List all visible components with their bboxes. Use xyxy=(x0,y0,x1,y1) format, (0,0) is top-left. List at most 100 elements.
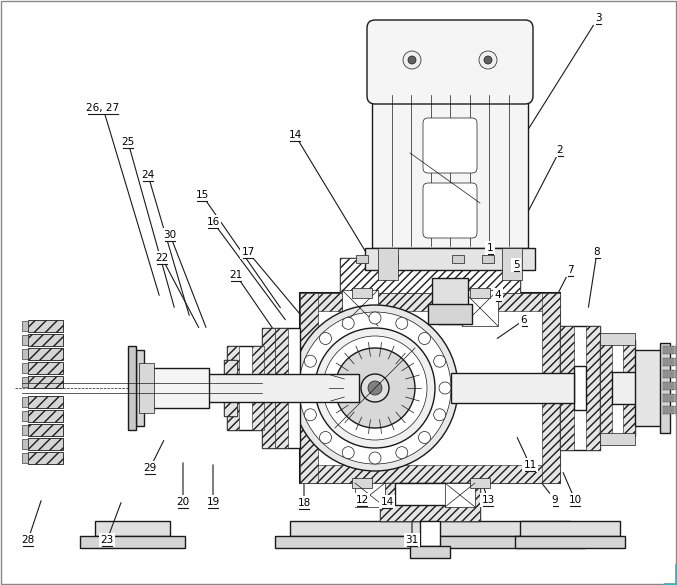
Circle shape xyxy=(368,381,382,395)
Bar xyxy=(22,439,28,449)
Bar xyxy=(139,374,359,402)
Circle shape xyxy=(323,336,427,440)
Bar xyxy=(666,394,668,402)
Bar xyxy=(224,360,237,416)
Bar xyxy=(356,255,368,263)
Text: 14: 14 xyxy=(380,497,393,507)
Bar xyxy=(22,425,28,435)
Bar xyxy=(672,346,674,354)
Bar xyxy=(574,366,586,410)
Text: 7: 7 xyxy=(567,265,573,275)
Circle shape xyxy=(396,317,408,329)
Bar xyxy=(28,438,63,450)
Text: 23: 23 xyxy=(100,535,114,545)
Text: 26, 27: 26, 27 xyxy=(87,103,120,113)
Text: 24: 24 xyxy=(141,170,154,180)
Bar xyxy=(560,326,600,450)
Bar xyxy=(663,358,665,366)
Bar xyxy=(666,346,668,354)
Bar xyxy=(252,346,264,430)
Bar xyxy=(520,521,620,536)
Text: 20: 20 xyxy=(177,497,190,507)
Text: 29: 29 xyxy=(144,463,156,473)
Text: 10: 10 xyxy=(569,495,582,505)
Bar xyxy=(660,343,670,433)
Text: 12: 12 xyxy=(355,495,368,505)
Circle shape xyxy=(342,317,354,329)
Bar xyxy=(340,258,520,293)
Bar xyxy=(290,521,570,536)
Circle shape xyxy=(403,51,421,69)
Bar xyxy=(600,333,635,345)
Text: 4: 4 xyxy=(495,290,501,300)
Text: 1: 1 xyxy=(487,243,494,253)
Bar xyxy=(675,358,677,366)
Bar xyxy=(560,326,574,450)
Bar xyxy=(635,350,663,426)
Bar xyxy=(227,346,239,430)
Bar xyxy=(380,483,480,521)
Bar xyxy=(22,411,28,421)
Bar xyxy=(28,410,63,422)
Bar xyxy=(372,93,528,248)
Bar xyxy=(22,363,28,373)
Bar xyxy=(28,424,63,436)
Text: 13: 13 xyxy=(481,495,495,505)
Bar xyxy=(432,278,468,306)
Bar xyxy=(22,349,28,359)
Bar xyxy=(275,536,585,548)
Bar xyxy=(502,248,522,280)
Bar xyxy=(675,382,677,390)
Bar xyxy=(663,406,665,414)
Bar xyxy=(669,406,671,414)
Bar xyxy=(365,248,535,270)
Circle shape xyxy=(479,51,497,69)
Bar xyxy=(342,290,378,326)
Bar xyxy=(428,304,472,324)
Text: 28: 28 xyxy=(22,535,35,545)
Bar xyxy=(380,483,480,521)
Bar xyxy=(262,328,300,448)
Bar xyxy=(470,478,490,488)
Bar xyxy=(672,370,674,378)
Text: 17: 17 xyxy=(242,247,255,257)
Bar xyxy=(452,255,464,263)
Circle shape xyxy=(335,348,415,428)
Circle shape xyxy=(369,452,381,464)
Circle shape xyxy=(305,355,316,367)
Bar xyxy=(445,483,475,507)
Text: 16: 16 xyxy=(206,217,219,227)
Circle shape xyxy=(342,447,354,459)
Bar xyxy=(663,382,665,390)
Bar xyxy=(378,248,398,280)
Text: 5: 5 xyxy=(512,260,519,270)
Circle shape xyxy=(299,382,311,394)
Bar xyxy=(663,394,665,402)
Bar xyxy=(28,452,63,464)
Bar xyxy=(600,340,612,436)
Bar xyxy=(666,370,668,378)
FancyBboxPatch shape xyxy=(423,183,477,238)
Bar xyxy=(669,370,671,378)
Bar xyxy=(420,521,440,546)
Bar xyxy=(663,346,665,354)
Bar xyxy=(28,334,63,346)
Bar xyxy=(675,394,677,402)
Bar xyxy=(462,290,498,326)
Bar xyxy=(542,293,560,483)
Bar xyxy=(672,406,674,414)
Bar xyxy=(395,483,465,505)
FancyBboxPatch shape xyxy=(367,20,533,104)
Circle shape xyxy=(315,328,435,448)
Bar xyxy=(340,258,520,293)
Bar xyxy=(352,288,372,298)
Bar xyxy=(600,340,635,436)
Bar xyxy=(669,346,671,354)
Circle shape xyxy=(439,382,451,394)
Bar xyxy=(275,328,288,448)
Bar xyxy=(95,521,170,536)
Circle shape xyxy=(320,332,332,345)
Text: 19: 19 xyxy=(206,497,219,507)
Circle shape xyxy=(320,432,332,443)
Bar xyxy=(22,321,28,331)
